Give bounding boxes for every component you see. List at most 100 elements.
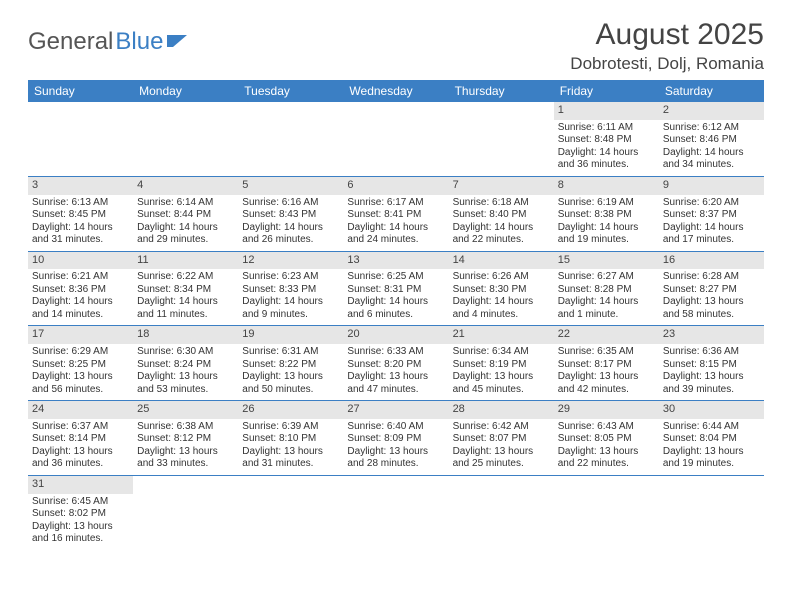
daylight-text: Daylight: 13 hours and 33 minutes. xyxy=(137,446,234,471)
day-number: 25 xyxy=(133,401,238,419)
calendar-day-cell: 22 Sunrise: 6:35 AMSunset: 8:17 PMDayligh… xyxy=(554,326,659,401)
calendar-day-cell xyxy=(28,102,133,176)
calendar-day-cell: 30Sunrise: 6:44 AMSunset: 8:04 PMDayligh… xyxy=(659,401,764,476)
calendar-day-cell: 6Sunrise: 6:17 AMSunset: 8:41 PMDaylight… xyxy=(343,176,448,251)
daylight-text: Daylight: 13 hours and 58 minutes. xyxy=(663,296,760,321)
day-number: 2 xyxy=(659,102,764,120)
sunset-text: Sunset: 8:28 PM xyxy=(558,284,655,297)
sunrise-text: Sunrise: 6:18 AM xyxy=(453,197,550,210)
calendar-day-cell: 11Sunrise: 6:22 AMSunset: 8:34 PMDayligh… xyxy=(133,251,238,326)
day-number-empty xyxy=(343,476,448,494)
daylight-text: Daylight: 13 hours and 16 minutes. xyxy=(32,521,129,546)
daylight-text: Daylight: 13 hours and 42 minutes. xyxy=(558,371,655,396)
calendar-day-cell xyxy=(133,475,238,549)
month-title: August 2025 xyxy=(570,18,764,52)
calendar-day-cell: 9 Sunrise: 6:20 AMSunset: 8:37 PMDaylight… xyxy=(659,176,764,251)
daylight-text: Daylight: 14 hours and 17 minutes. xyxy=(663,222,760,247)
sunrise-text: Sunrise: 6:37 AM xyxy=(32,421,129,434)
sunrise-text: Sunrise: 6:12 AM xyxy=(663,122,760,135)
sunrise-text: Sunrise: 6:27 AM xyxy=(558,271,655,284)
sunset-text: Sunset: 8:04 PM xyxy=(663,433,760,446)
calendar-day-cell xyxy=(449,475,554,549)
day-number: 9 xyxy=(659,177,764,195)
calendar-day-cell: 2Sunrise: 6:12 AMSunset: 8:46 PMDaylight… xyxy=(659,102,764,176)
day-number: 22 xyxy=(554,326,659,344)
calendar-day-cell: 28Sunrise: 6:42 AMSunset: 8:07 PMDayligh… xyxy=(449,401,554,476)
sunrise-text: Sunrise: 6:22 AM xyxy=(137,271,234,284)
day-number: 27 xyxy=(343,401,448,419)
sunset-text: Sunset: 8:17 PM xyxy=(558,359,655,372)
calendar-week-row: 10Sunrise: 6:21 AMSunset: 8:36 PMDayligh… xyxy=(28,251,764,326)
calendar-day-cell: 1Sunrise: 6:11 AMSunset: 8:48 PMDaylight… xyxy=(554,102,659,176)
daylight-text: Daylight: 13 hours and 50 minutes. xyxy=(242,371,339,396)
calendar-day-cell: 3Sunrise: 6:13 AMSunset: 8:45 PMDaylight… xyxy=(28,176,133,251)
daylight-text: Daylight: 13 hours and 31 minutes. xyxy=(242,446,339,471)
day-number: 31 xyxy=(28,476,133,494)
day-number: 4 xyxy=(133,177,238,195)
daylight-text: Daylight: 14 hours and 34 minutes. xyxy=(663,147,760,172)
daylight-text: Daylight: 13 hours and 36 minutes. xyxy=(32,446,129,471)
calendar-day-cell: 14Sunrise: 6:26 AMSunset: 8:30 PMDayligh… xyxy=(449,251,554,326)
sunset-text: Sunset: 8:09 PM xyxy=(347,433,444,446)
calendar-table: SundayMondayTuesdayWednesdayThursdayFrid… xyxy=(28,80,764,550)
calendar-day-cell: 29Sunrise: 6:43 AMSunset: 8:05 PMDayligh… xyxy=(554,401,659,476)
day-number: 30 xyxy=(659,401,764,419)
weekday-header: Tuesday xyxy=(238,80,343,102)
day-number: 17 xyxy=(28,326,133,344)
sunrise-text: Sunrise: 6:26 AM xyxy=(453,271,550,284)
weekday-header: Sunday xyxy=(28,80,133,102)
day-number: 13 xyxy=(343,252,448,270)
daylight-text: Daylight: 13 hours and 28 minutes. xyxy=(347,446,444,471)
sunset-text: Sunset: 8:31 PM xyxy=(347,284,444,297)
daylight-text: Daylight: 13 hours and 45 minutes. xyxy=(453,371,550,396)
weekday-header: Saturday xyxy=(659,80,764,102)
sunrise-text: Sunrise: 6:34 AM xyxy=(453,346,550,359)
day-number: 1 xyxy=(554,102,659,120)
sunset-text: Sunset: 8:34 PM xyxy=(137,284,234,297)
calendar-week-row: 3Sunrise: 6:13 AMSunset: 8:45 PMDaylight… xyxy=(28,176,764,251)
sunset-text: Sunset: 8:43 PM xyxy=(242,209,339,222)
sunset-text: Sunset: 8:10 PM xyxy=(242,433,339,446)
sunrise-text: Sunrise: 6:16 AM xyxy=(242,197,339,210)
sunrise-text: Sunrise: 6:44 AM xyxy=(663,421,760,434)
day-number: 10 xyxy=(28,252,133,270)
sunrise-text: Sunrise: 6:31 AM xyxy=(242,346,339,359)
calendar-day-cell: 25Sunrise: 6:38 AMSunset: 8:12 PMDayligh… xyxy=(133,401,238,476)
calendar-day-cell xyxy=(343,475,448,549)
calendar-day-cell: 17Sunrise: 6:29 AMSunset: 8:25 PMDayligh… xyxy=(28,326,133,401)
weekday-header-row: SundayMondayTuesdayWednesdayThursdayFrid… xyxy=(28,80,764,102)
calendar-day-cell: 5Sunrise: 6:16 AMSunset: 8:43 PMDaylight… xyxy=(238,176,343,251)
sunset-text: Sunset: 8:37 PM xyxy=(663,209,760,222)
logo: General Blue xyxy=(28,18,189,56)
calendar-day-cell: 4Sunrise: 6:14 AMSunset: 8:44 PMDaylight… xyxy=(133,176,238,251)
daylight-text: Daylight: 14 hours and 4 minutes. xyxy=(453,296,550,321)
sunrise-text: Sunrise: 6:33 AM xyxy=(347,346,444,359)
calendar-day-cell: 15Sunrise: 6:27 AMSunset: 8:28 PMDayligh… xyxy=(554,251,659,326)
daylight-text: Daylight: 14 hours and 19 minutes. xyxy=(558,222,655,247)
sunrise-text: Sunrise: 6:23 AM xyxy=(242,271,339,284)
day-number: 6 xyxy=(343,177,448,195)
sunrise-text: Sunrise: 6:25 AM xyxy=(347,271,444,284)
sunrise-text: Sunrise: 6:21 AM xyxy=(32,271,129,284)
calendar-day-cell: 8Sunrise: 6:19 AMSunset: 8:38 PMDaylight… xyxy=(554,176,659,251)
daylight-text: Daylight: 14 hours and 31 minutes. xyxy=(32,222,129,247)
daylight-text: Daylight: 14 hours and 36 minutes. xyxy=(558,147,655,172)
sunset-text: Sunset: 8:27 PM xyxy=(663,284,760,297)
calendar-day-cell xyxy=(238,475,343,549)
calendar-day-cell xyxy=(449,102,554,176)
day-number-empty xyxy=(133,476,238,494)
day-number: 19 xyxy=(238,326,343,344)
calendar-day-cell xyxy=(238,102,343,176)
daylight-text: Daylight: 14 hours and 11 minutes. xyxy=(137,296,234,321)
sunset-text: Sunset: 8:20 PM xyxy=(347,359,444,372)
sunrise-text: Sunrise: 6:35 AM xyxy=(558,346,655,359)
day-number: 28 xyxy=(449,401,554,419)
sunrise-text: Sunrise: 6:20 AM xyxy=(663,197,760,210)
sunrise-text: Sunrise: 6:19 AM xyxy=(558,197,655,210)
day-number-empty xyxy=(343,102,448,120)
day-number-empty xyxy=(554,476,659,494)
sunrise-text: Sunrise: 6:14 AM xyxy=(137,197,234,210)
calendar-day-cell: 27Sunrise: 6:40 AMSunset: 8:09 PMDayligh… xyxy=(343,401,448,476)
sunset-text: Sunset: 8:19 PM xyxy=(453,359,550,372)
day-number-empty xyxy=(449,476,554,494)
